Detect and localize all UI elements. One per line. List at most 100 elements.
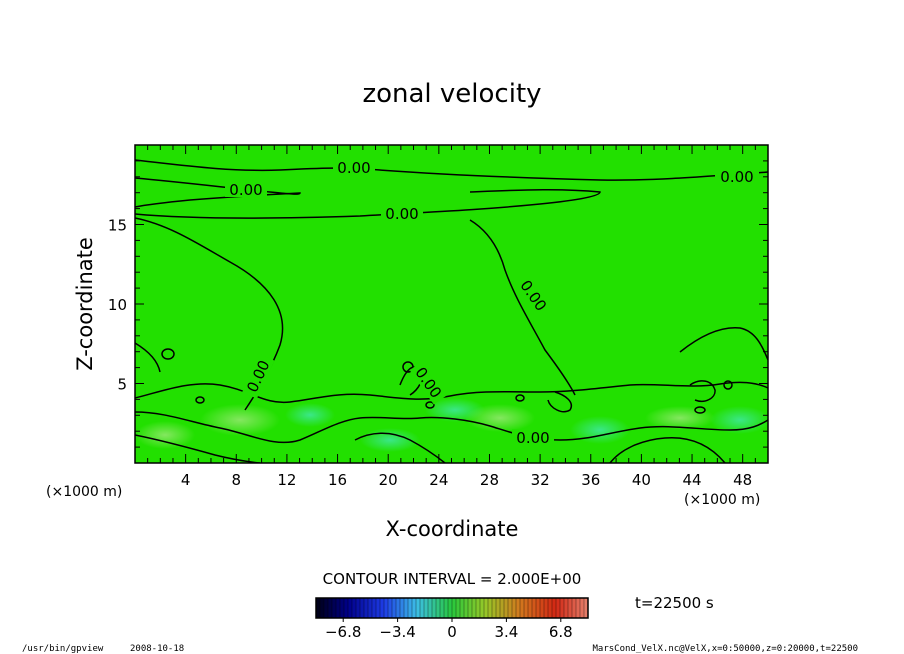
contour-line [135,342,161,373]
x-tick-label: 28 [480,471,499,489]
colorbar-band [376,598,381,618]
time-label: t=22500 s [635,594,714,612]
x-tick-label: 40 [632,471,651,489]
colorbar-band [500,598,505,618]
colorbar-band [400,598,405,618]
x-tick-label: 32 [531,471,550,489]
contour-line [402,361,414,373]
contour-line [195,396,205,404]
colorbar-band [576,598,581,618]
colorbar-band [512,598,517,618]
contour-line [679,327,768,361]
contour-line [135,159,768,181]
colorbar-band [552,598,557,618]
colorbar-band [364,598,369,618]
contour-line [354,432,446,463]
contour-label: 0.00 [229,181,262,199]
colorbar-band [460,598,465,618]
colorbar-band [412,598,417,618]
colorbar-band [476,598,481,618]
chart-title: zonal velocity [362,79,541,109]
contour-line [135,434,261,463]
contour-line [515,394,525,402]
colorbar-band [408,598,413,618]
y-ticks: 5 10 15 [108,144,768,464]
colorbar-band [548,598,553,618]
colorbar-band [528,598,533,618]
colorbar-band [504,598,509,618]
colorbar-band [444,598,449,618]
colorbar-band [332,598,337,618]
colorbar-band [328,598,333,618]
x-tick-label: 20 [379,471,398,489]
contour-line [689,380,716,402]
contour-line [723,380,733,390]
colorbar-band [468,598,473,618]
colorbar-band [480,598,485,618]
colorbar-band [396,598,401,618]
colorbar-band [472,598,477,618]
colorbar-band [544,598,549,618]
colorbar-band [432,598,437,618]
contour-label: 0.00 [720,168,753,186]
colorbar-band [340,598,345,618]
colorbar-band [336,598,341,618]
colorbar-band [388,598,393,618]
y-tick-label: 15 [108,217,127,235]
contour-interval-text: CONTOUR INTERVAL = 2.000E+00 [323,570,582,588]
colorbar-band [536,598,541,618]
contour-line [135,411,768,444]
colorbar-band [368,598,373,618]
colorbar-band [496,598,501,618]
contour-labels: 0.00 0.00 0.00 0.00 0.00 0.00 0.00 0.00 [225,159,759,447]
colorbar-band [488,598,493,618]
x-tick-label: 8 [232,471,242,489]
colorbar-tick-label: 3.4 [494,623,518,641]
colorbar-band [416,598,421,618]
colorbar-band [492,598,497,618]
x-axis-label: X-coordinate [386,517,519,541]
colorbar-band [484,598,489,618]
contour-line [135,188,601,219]
colorbar-band [464,598,469,618]
contour-line [469,219,576,396]
colorbar-band [568,598,573,618]
x-tick-label: 16 [328,471,347,489]
x-ticks: 4 8 12 16 20 24 28 32 36 40 44 48 [134,145,769,489]
colorbar-band [424,598,429,618]
colorbar-band [440,598,445,618]
colorbar-band [436,598,441,618]
colorbar: −6.8 −3.4 0 3.4 6.8 [315,597,589,641]
x-unit-right: (×1000 m) [684,492,760,508]
contour-label: 0.00 [516,429,549,447]
contour-line [425,401,435,409]
colorbar-band [324,598,329,618]
colorbar-band [352,598,357,618]
colorbar-band [452,598,457,618]
contour-line [694,406,706,414]
colorbar-band [520,598,525,618]
contour-line [161,348,175,360]
colorbar-band [348,598,353,618]
colorbar-band [316,598,321,618]
colorbar-band [372,598,377,618]
colorbar-band [344,598,349,618]
colorbar-band [320,598,325,618]
colorbar-band [524,598,529,618]
footer-source: MarsCond_VelX.nc@VelX,x=0:50000,z=0:2000… [592,644,858,654]
colorbar-band [380,598,385,618]
colorbar-band [392,598,397,618]
contour-line [135,381,768,404]
near-surface-shading [135,398,768,452]
contour-line [609,436,726,463]
x-tick-label: 12 [277,471,296,489]
y-axis-label: Z-coordinate [73,237,97,371]
plot-area [135,145,768,463]
colorbar-band [556,598,561,618]
contour-label: 0.00 [337,159,370,177]
colorbar-band [560,598,565,618]
x-tick-label: 48 [733,471,752,489]
footer-date: 2008-10-18 [130,644,184,654]
colorbar-band [456,598,461,618]
